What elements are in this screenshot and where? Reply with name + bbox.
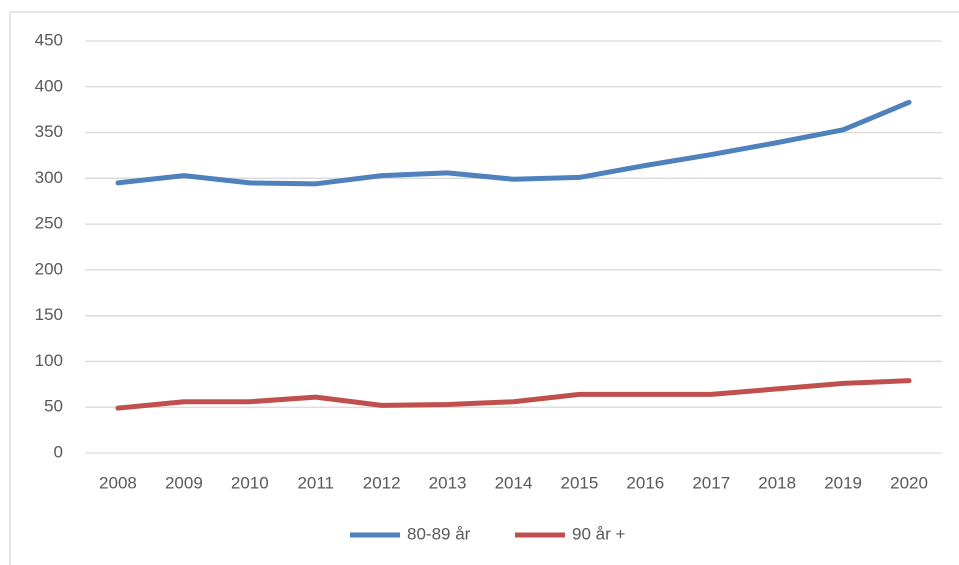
x-tick-label: 2015 [561,473,599,492]
x-tick-label: 2008 [99,473,137,492]
y-tick-label: 300 [35,168,63,187]
x-tick-label: 2011 [297,473,334,492]
x-tick-label: 2010 [231,473,269,492]
legend-label: 80-89 år [407,524,471,543]
x-tick-label: 2009 [165,473,203,492]
x-tick-label: 2016 [626,473,664,492]
x-tick-label: 2013 [429,473,467,492]
x-tick-label: 2012 [363,473,401,492]
y-tick-label: 200 [35,259,63,278]
x-tick-label: 2017 [692,473,730,492]
y-tick-label: 50 [44,397,63,416]
y-tick-label: 0 [54,442,63,461]
y-tick-label: 250 [35,214,63,233]
y-tick-label: 400 [35,76,63,95]
series-line [115,99,912,187]
y-tick-label: 100 [35,351,63,370]
chart-frame [9,11,959,565]
y-tick-label: 150 [35,305,63,324]
y-tick-label: 450 [35,30,63,49]
x-tick-label: 2019 [824,473,862,492]
legend-label: 90 år + [572,524,625,543]
x-tick-label: 2020 [890,473,928,492]
y-tick-label: 350 [35,122,63,141]
x-tick-label: 2018 [758,473,796,492]
series-line [115,378,912,411]
x-tick-label: 2014 [495,473,533,492]
